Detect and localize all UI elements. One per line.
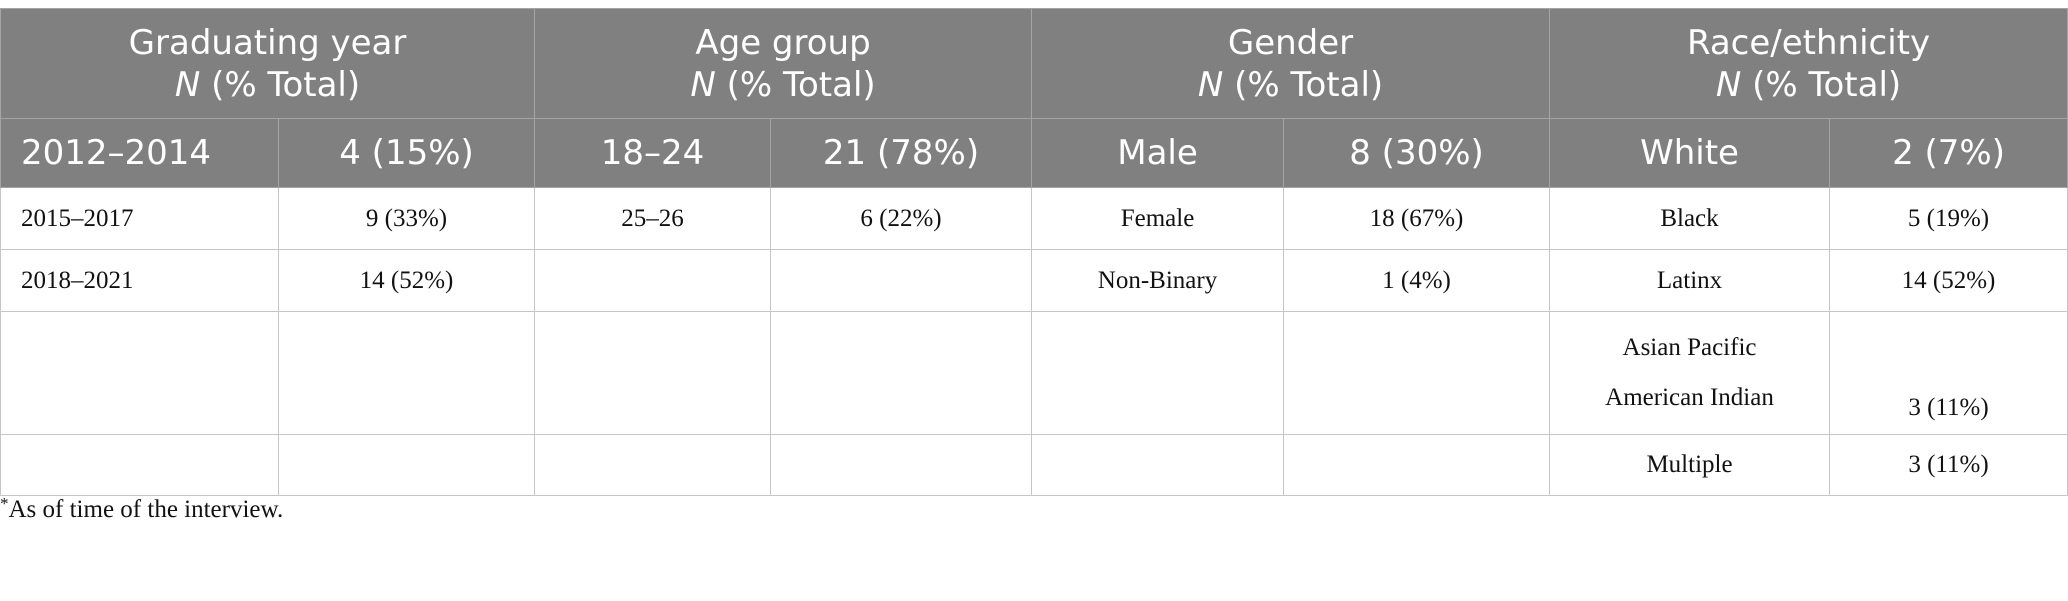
- header-cell: 2012–2014: [0, 118, 279, 188]
- table-cell: [1031, 434, 1285, 496]
- header-n-label: N: [1197, 64, 1224, 105]
- table-cell: 3 (11%): [1829, 311, 2068, 435]
- header-gender: Gender N (% Total): [1031, 8, 1551, 119]
- table-cell: 25–26: [534, 187, 772, 250]
- header-total-label: (% Total): [726, 64, 876, 105]
- table-cell: [0, 311, 279, 435]
- table-cell: [770, 249, 1033, 312]
- table-cell: Black: [1549, 187, 1831, 250]
- header-total-label: (% Total): [211, 64, 361, 105]
- demographics-table: Graduating year N (% Total) Age group N …: [0, 8, 2068, 496]
- table-cell: 1 (4%): [1283, 249, 1551, 312]
- table-cell: [534, 249, 772, 312]
- header-n-label: N: [690, 64, 716, 105]
- table-cell: Latinx: [1549, 249, 1831, 312]
- table-footnote: *As of time of the interview.: [0, 494, 284, 524]
- table-cell: Female: [1031, 187, 1285, 250]
- header-cell: 18–24: [534, 118, 772, 188]
- table-cell: [1031, 311, 1285, 435]
- header-cell: Male: [1031, 118, 1285, 188]
- header-cell: 2 (7%): [1829, 118, 2068, 188]
- table-cell: 18 (67%): [1283, 187, 1551, 250]
- table-cell: 2018–2021: [0, 249, 279, 312]
- table-cell: 6 (22%): [770, 187, 1033, 250]
- table-cell: [770, 434, 1033, 496]
- header-graduating-year: Graduating year N (% Total): [0, 8, 536, 119]
- table-cell: Multiple: [1549, 434, 1831, 496]
- table-row: 2015–2017 9 (33%) 25–26 6 (22%) Female 1…: [0, 187, 2068, 250]
- table-cell: Non-Binary: [1031, 249, 1285, 312]
- table-cell: [770, 311, 1033, 435]
- header-n-label: N: [174, 64, 201, 105]
- table-cell: 5 (19%): [1829, 187, 2068, 250]
- table-cell: [1283, 434, 1551, 496]
- header-title: Race/ethnicity: [1686, 22, 1931, 63]
- header-cell: 4 (15%): [277, 118, 536, 188]
- header-title: Age group: [695, 22, 871, 63]
- header-cell: White: [1549, 118, 1831, 188]
- table-cell: 3 (11%): [1829, 434, 2068, 496]
- table-cell: [0, 434, 279, 496]
- table-cell: 2015–2017: [0, 187, 279, 250]
- header-title: Graduating year: [128, 22, 407, 63]
- race-line: Asian Pacific: [1622, 334, 1757, 361]
- header-row-sub: 2012–2014 4 (15%) 18–24 21 (78%) Male 8 …: [0, 118, 2068, 188]
- demographics-table-container: Graduating year N (% Total) Age group N …: [0, 8, 2068, 496]
- footnote-text: As of time of the interview.: [8, 496, 284, 523]
- table-cell: [534, 434, 772, 496]
- race-line: American Indian: [1605, 384, 1774, 411]
- table-cell: [534, 311, 772, 435]
- header-title: Gender: [1227, 22, 1354, 63]
- header-race-ethnicity: Race/ethnicity N (% Total): [1549, 8, 2068, 119]
- table-row: 2018–2021 14 (52%) Non-Binary 1 (4%) Lat…: [0, 249, 2068, 312]
- table-cell-race-multiline: Asian Pacific American Indian: [1549, 311, 1831, 435]
- footnote-mark: *: [0, 494, 9, 513]
- table-cell: 14 (52%): [1829, 249, 2068, 312]
- table-cell: [277, 434, 536, 496]
- header-row-groups: Graduating year N (% Total) Age group N …: [0, 8, 2068, 119]
- header-total-label: (% Total): [1234, 64, 1384, 105]
- table-cell: 9 (33%): [277, 187, 536, 250]
- table-row: Multiple 3 (11%): [0, 434, 2068, 496]
- header-age-group: Age group N (% Total): [534, 8, 1033, 119]
- table-row: Asian Pacific American Indian 3 (11%): [0, 311, 2068, 435]
- table-cell: 14 (52%): [277, 249, 536, 312]
- header-cell: 21 (78%): [770, 118, 1033, 188]
- header-cell: 8 (30%): [1283, 118, 1551, 188]
- table-cell: [1283, 311, 1551, 435]
- header-total-label: (% Total): [1752, 64, 1902, 105]
- header-n-label: N: [1715, 64, 1742, 105]
- table-cell: [277, 311, 536, 435]
